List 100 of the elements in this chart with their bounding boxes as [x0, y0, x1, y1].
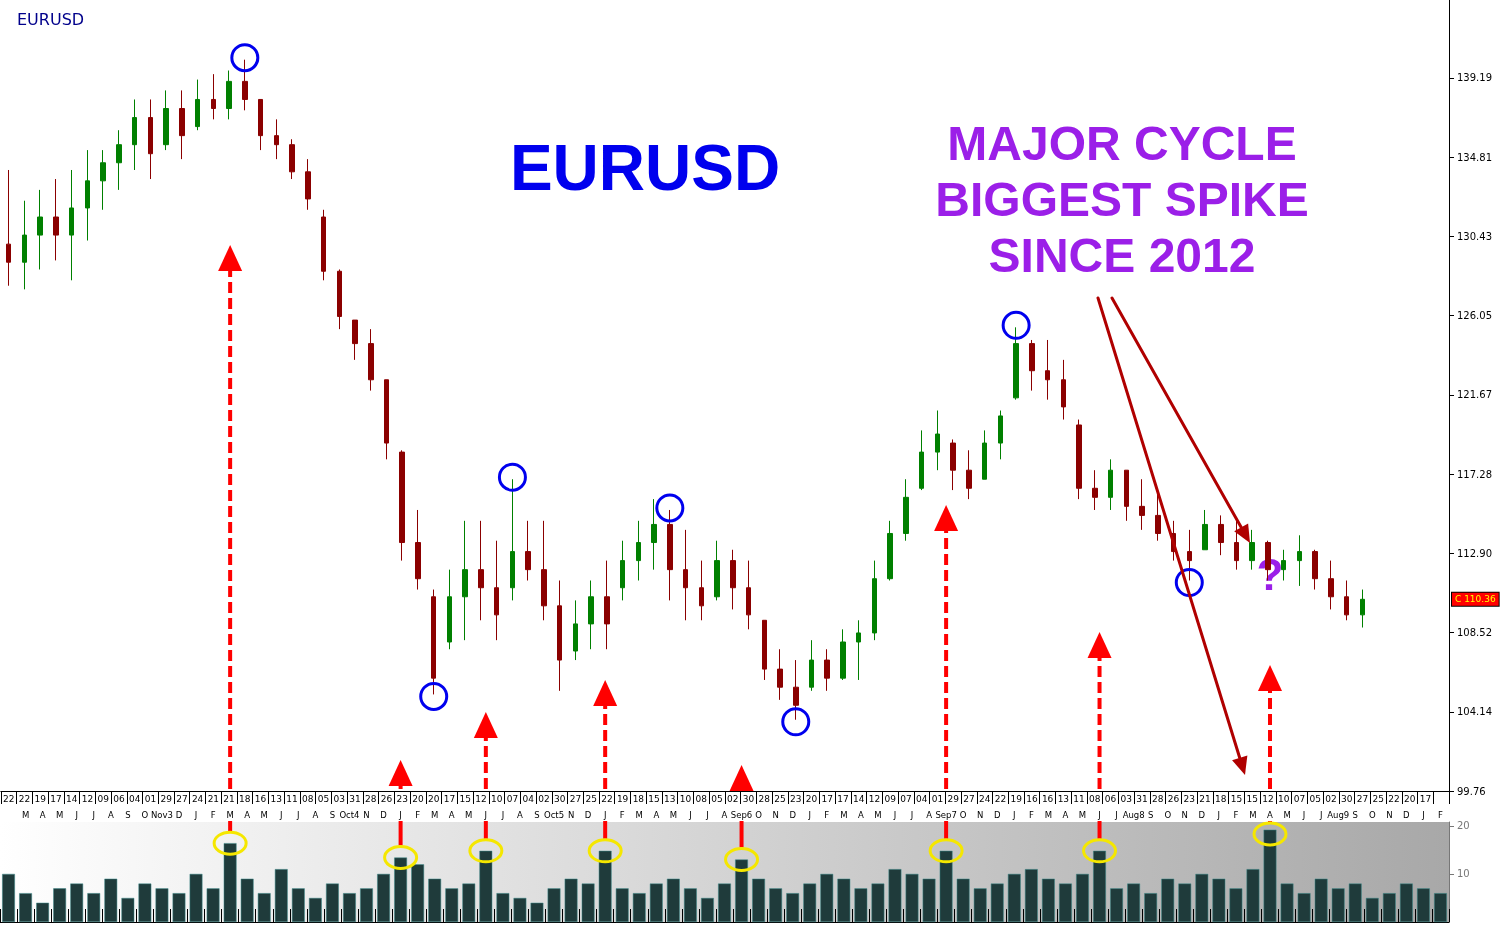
x-tick-label: A: [39, 809, 46, 820]
x-tick-label: J: [688, 809, 692, 820]
x-tick-label: 19: [616, 793, 629, 804]
x-tick-label: J: [1318, 809, 1323, 820]
x-tick-label: 11: [286, 793, 298, 804]
x-tick-label: F: [210, 809, 216, 820]
x-tick-label: 28: [758, 793, 771, 804]
x-tick-label: 26: [1167, 793, 1180, 804]
x-tick-label: O: [141, 809, 149, 820]
x-tick-label: 24: [191, 793, 204, 804]
x-tick-label: 03: [1120, 793, 1133, 804]
x-tick-label: 23: [1183, 793, 1195, 804]
x-tick-label: 29: [160, 793, 173, 804]
x-tick-label: N: [1181, 809, 1188, 820]
x-tick-label: 13: [1057, 793, 1070, 804]
x-tick-label: 27: [963, 793, 975, 804]
x-tick-label: D: [380, 809, 388, 820]
x-tick-label: 25: [774, 793, 786, 804]
x-tick-label: S: [1352, 809, 1358, 820]
x-tick-label: O: [959, 809, 967, 820]
x-tick-label: 15: [459, 793, 471, 804]
x-tick-label: J: [483, 809, 488, 820]
x-tick-label: A: [312, 809, 319, 820]
x-tick-label: J: [398, 809, 402, 820]
x-tick-label: D: [789, 809, 797, 820]
x-tick-label: J: [1216, 809, 1221, 820]
x-tick-label: N: [363, 809, 370, 820]
x-tick-label: 21: [207, 793, 220, 804]
x-tick-label: J: [296, 809, 300, 820]
x-tick-label: Sep6: [730, 809, 753, 820]
y-tick-label: 108.52: [1457, 627, 1492, 639]
x-tick-label: J: [602, 809, 607, 820]
x-tick-label: M: [55, 809, 64, 820]
x-tick-label: M: [635, 809, 643, 820]
x-tick-label: M: [840, 809, 848, 820]
x-tick-label: 23: [396, 793, 408, 804]
x-tick-label: 06: [113, 793, 125, 804]
x-tick-label: 29: [947, 793, 960, 804]
x-tick-label: 16: [254, 793, 267, 804]
x-tick-label: 20: [428, 793, 440, 804]
y-tick-label: 134.81: [1457, 151, 1492, 163]
x-tick-label: 19: [1010, 793, 1023, 804]
x-tick-label: 25: [1372, 793, 1384, 804]
x-tick-label: 02: [538, 793, 550, 804]
y-tick-label: 112.90: [1457, 547, 1492, 559]
x-tick-label: S: [329, 809, 336, 820]
x-tick-label: 12: [475, 793, 487, 804]
x-tick-label: S: [534, 809, 540, 820]
x-tick-label: 22: [2, 793, 15, 804]
x-tick-label: 12: [1262, 793, 1274, 804]
y-tick-label: 121.67: [1457, 389, 1492, 401]
x-tick-label: A: [244, 809, 251, 820]
y-tick-label: 99.76: [1457, 785, 1486, 797]
x-tick-label: 27: [569, 793, 582, 804]
x-tick-label: 04: [522, 793, 535, 804]
x-tick-label: 10: [679, 793, 692, 804]
x-tick-label: F: [824, 809, 830, 820]
x-tick-label: 21: [223, 793, 235, 804]
x-tick-label: 31: [349, 793, 361, 804]
x-tick-label: J: [807, 809, 811, 820]
x-tick-label: 01: [144, 793, 157, 804]
x-tick-label: A: [926, 809, 933, 820]
x-tick-label: 22: [994, 793, 1007, 804]
y-tick-label: 10: [1457, 868, 1470, 880]
x-tick-label: 27: [176, 793, 188, 804]
x-tick-label: 17: [821, 793, 833, 804]
x-tick-label: J: [1097, 809, 1101, 820]
x-tick-label: 31: [1136, 793, 1148, 804]
x-tick-label: 17: [837, 793, 849, 804]
x-tick-label: 07: [900, 793, 912, 804]
x-tick-label: D: [993, 809, 1001, 820]
x-tick-label: 15: [1246, 793, 1258, 804]
x-tick-label: 10: [490, 793, 503, 804]
x-tick-label: J: [500, 809, 505, 820]
x-tick-label: M: [1078, 809, 1087, 820]
annotation: MAJOR CYCLE BIGGEST SPIKE SINCE 2012: [935, 116, 1309, 282]
x-tick-label: 17: [443, 793, 456, 804]
x-tick-label: 07: [506, 793, 519, 804]
x-tick-label: J: [1301, 809, 1306, 820]
x-tick-label: M: [226, 809, 234, 820]
y-tick-label: 126.05: [1457, 310, 1492, 322]
x-tick-label: S: [125, 809, 131, 820]
x-tick-label: 22: [1388, 793, 1400, 804]
x-tick-label: 28: [1152, 793, 1164, 804]
x-tick-label: 14: [853, 793, 865, 804]
x-tick-label: N: [567, 809, 575, 820]
x-tick-label: 30: [742, 793, 755, 804]
x-tick-label: F: [619, 809, 625, 820]
x-tick-label: 30: [1340, 793, 1353, 804]
x-tick-label: 30: [553, 793, 566, 804]
text: EURUSD: [17, 9, 85, 29]
x-tick-label: 06: [1104, 793, 1117, 804]
x-tick-label: 20: [412, 793, 424, 804]
x-tick-label: 04: [915, 793, 928, 804]
x-tick-label: 05: [317, 793, 330, 804]
x-tick-label: A: [107, 809, 114, 820]
y-tick-label: 117.28: [1457, 468, 1492, 480]
x-tick-label: F: [1438, 809, 1444, 820]
x-tick-label: M: [874, 809, 882, 820]
x-tick-label: J: [74, 809, 78, 820]
